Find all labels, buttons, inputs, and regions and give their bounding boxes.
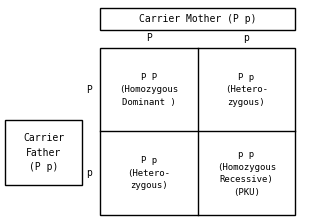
Text: p p
(Homozygous
Recessive)
(PKU): p p (Homozygous Recessive) (PKU) xyxy=(217,150,276,196)
Bar xyxy=(100,48,295,215)
Text: P p
(Hetero-
zygous): P p (Hetero- zygous) xyxy=(127,156,170,190)
Text: Carrier
Father
(P p): Carrier Father (P p) xyxy=(23,133,64,172)
Bar xyxy=(100,8,295,30)
Text: p: p xyxy=(243,33,249,43)
Text: P: P xyxy=(146,33,152,43)
Bar xyxy=(5,120,82,185)
Text: P p
(Hetero-
zygous): P p (Hetero- zygous) xyxy=(225,73,268,107)
Text: Carrier Mother (P p): Carrier Mother (P p) xyxy=(139,14,256,24)
Text: P P
(Homozygous
Dominant ): P P (Homozygous Dominant ) xyxy=(119,73,178,107)
Text: P: P xyxy=(86,85,92,95)
Text: p: p xyxy=(86,168,92,178)
